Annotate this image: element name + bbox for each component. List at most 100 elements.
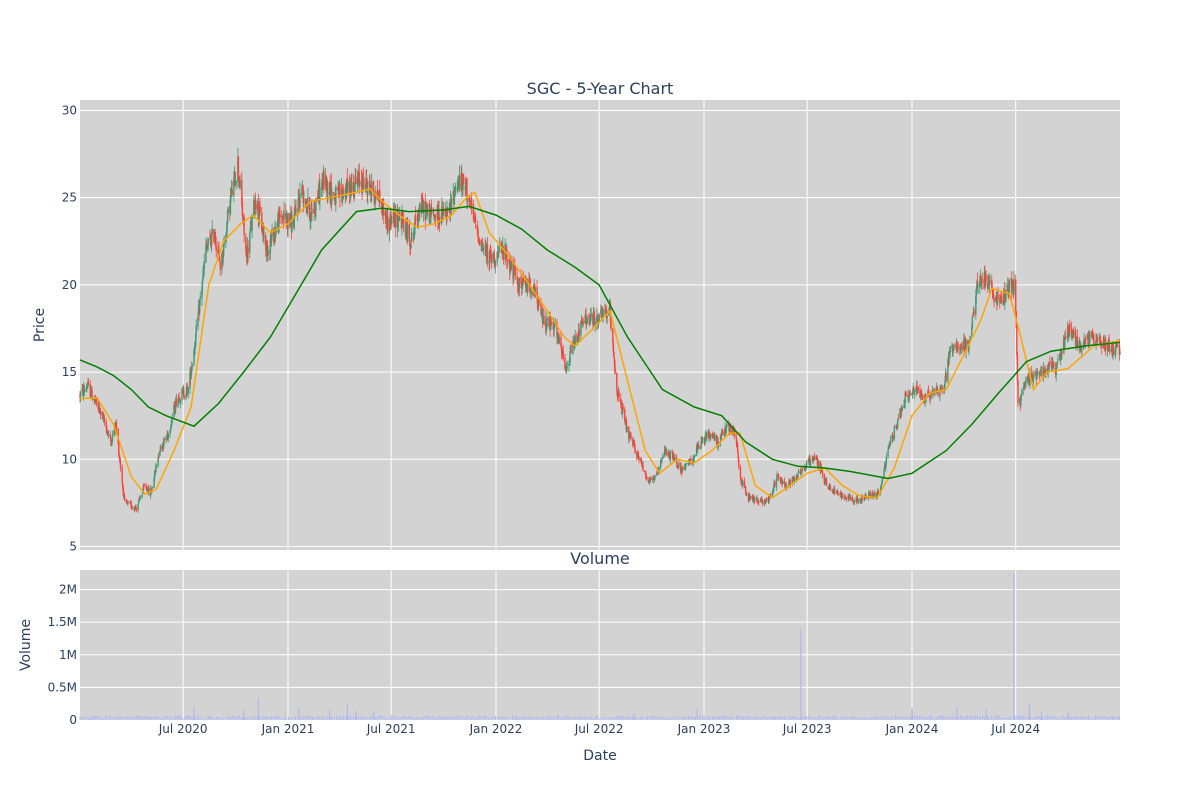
candle-body [422, 201, 425, 214]
candle-body [625, 421, 628, 432]
volume-bar [486, 716, 488, 720]
candle-body [289, 213, 291, 224]
candle-body [546, 318, 548, 320]
volume-bar [503, 716, 505, 720]
volume-bar [720, 715, 722, 720]
candle-body [759, 499, 762, 503]
candle-body [640, 458, 643, 463]
candle-body [844, 496, 847, 499]
volume-bar [383, 718, 385, 720]
candle-body [1071, 331, 1073, 339]
candle-body [494, 262, 497, 265]
candle-body [352, 182, 355, 196]
volume-bar [647, 715, 649, 720]
volume-bar [963, 717, 965, 720]
candle-body [1085, 337, 1087, 339]
candle-body [536, 287, 538, 297]
candle-body [877, 490, 880, 495]
volume-bar [848, 717, 850, 720]
volume-bar [515, 715, 517, 720]
volume-bar [1033, 717, 1035, 720]
volume-bar [216, 716, 218, 720]
volume-bar [1105, 716, 1107, 720]
candle-body [991, 289, 994, 291]
candle-body [486, 244, 489, 262]
volume-bar [990, 715, 992, 720]
volume-bar [153, 717, 155, 720]
volume-bar [631, 715, 633, 720]
volume-bar [768, 716, 770, 720]
volume-bar [1076, 716, 1078, 720]
volume-bar [783, 715, 785, 720]
candle-body [1047, 366, 1049, 372]
candle-body [628, 434, 631, 438]
volume-bar [621, 715, 623, 720]
volume-bar [929, 715, 931, 720]
candle-body [621, 407, 624, 415]
volume-bar [865, 718, 867, 720]
candle-body [413, 229, 416, 232]
volume-bar [235, 717, 237, 720]
candle-body [362, 171, 364, 177]
candle-body [592, 313, 595, 324]
candle-body [849, 494, 851, 497]
candle-body [797, 473, 799, 477]
volume-bar [681, 717, 683, 720]
candle-body [231, 189, 233, 196]
candle-body [1013, 278, 1015, 294]
volume-bar [334, 716, 336, 720]
candle-body [913, 387, 915, 393]
candle-body [936, 387, 938, 389]
volume-bar [724, 715, 726, 720]
volume-bar [294, 716, 296, 720]
volume-bar [231, 716, 233, 720]
volume-bar [635, 717, 637, 720]
candle-body [506, 249, 508, 260]
volume-bar [732, 718, 734, 720]
candle-body [940, 387, 942, 392]
volume-bar [289, 717, 291, 720]
volume-bar [1006, 717, 1008, 720]
volume-bar [937, 715, 939, 720]
candle-body [347, 181, 349, 192]
candle-body [630, 435, 632, 439]
date-x-tick-labels: Jul 2020 Jan 2021 Jul 2021 Jan 2022 Jul 2022… [158, 722, 1040, 736]
candle-body [230, 195, 232, 197]
volume-bar [978, 717, 980, 720]
candle-body [659, 460, 662, 468]
volume-bar [178, 715, 180, 720]
volume-bar [404, 715, 406, 720]
candle-body [141, 494, 143, 498]
volume-bar [712, 716, 714, 720]
candle-body [788, 481, 790, 487]
volume-bar [600, 718, 602, 720]
candle-body [187, 388, 189, 394]
candle-body [1107, 345, 1109, 347]
volume-bar [744, 717, 746, 720]
volume-bar [660, 717, 662, 720]
candle-body [904, 392, 906, 404]
candle-body [369, 181, 371, 191]
date-x-tick-label: Jan 2021 [261, 722, 315, 736]
candle-body [85, 388, 87, 392]
candle-body [589, 319, 591, 322]
candle-body [564, 357, 566, 369]
candle-body [370, 191, 372, 194]
volume-bar [906, 717, 908, 720]
volume-bar [229, 717, 231, 720]
candle-body [566, 366, 568, 368]
candle-body [254, 200, 256, 216]
candle-body [478, 239, 481, 246]
candle-body [303, 199, 305, 201]
volume-bar [339, 715, 341, 720]
volume-bar [570, 717, 572, 720]
candle-body [278, 211, 280, 232]
candle-body [973, 310, 975, 315]
volume-bar [746, 715, 748, 720]
candle-body [948, 351, 951, 354]
volume-bar [253, 715, 255, 720]
candle-body [391, 221, 393, 224]
candle-body [1015, 279, 1017, 311]
candle-body [397, 216, 400, 222]
candle-body [694, 454, 696, 457]
